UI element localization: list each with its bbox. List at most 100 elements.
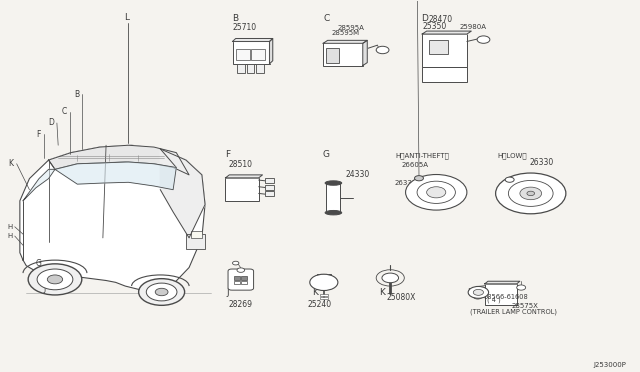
Circle shape xyxy=(376,46,389,54)
Text: 24330: 24330 xyxy=(346,170,370,179)
Text: 25980A: 25980A xyxy=(460,24,486,31)
Text: 26330: 26330 xyxy=(529,158,554,167)
Text: C: C xyxy=(61,108,67,116)
Circle shape xyxy=(477,36,490,43)
Polygon shape xyxy=(20,145,205,292)
Bar xyxy=(326,48,339,62)
Bar xyxy=(323,43,363,65)
Text: 28470: 28470 xyxy=(429,15,452,24)
Text: H: H xyxy=(7,233,12,239)
Text: G: G xyxy=(36,259,42,268)
Text: K: K xyxy=(380,288,385,297)
Text: 26330M: 26330M xyxy=(395,180,423,186)
Text: J: J xyxy=(226,288,228,297)
Text: F: F xyxy=(225,150,230,159)
Circle shape xyxy=(310,274,338,291)
Text: 28595M: 28595M xyxy=(332,30,360,36)
Circle shape xyxy=(232,261,239,265)
Polygon shape xyxy=(232,38,273,41)
Polygon shape xyxy=(225,175,262,178)
Text: H: H xyxy=(7,224,12,230)
Ellipse shape xyxy=(325,181,342,185)
Circle shape xyxy=(473,289,483,295)
Bar xyxy=(265,185,274,190)
Text: L: L xyxy=(124,13,129,22)
Text: 26310A: 26310A xyxy=(505,178,532,184)
Circle shape xyxy=(508,180,553,206)
Bar xyxy=(326,183,340,213)
Bar xyxy=(320,294,328,296)
Text: S: S xyxy=(475,292,479,297)
Bar xyxy=(232,41,269,64)
Bar xyxy=(317,274,331,280)
Text: D: D xyxy=(421,14,428,23)
Bar xyxy=(191,231,202,238)
Circle shape xyxy=(382,273,399,283)
Bar xyxy=(234,281,240,284)
Bar xyxy=(251,49,265,60)
Text: 28269: 28269 xyxy=(228,300,252,309)
Text: 25240: 25240 xyxy=(308,300,332,309)
Circle shape xyxy=(37,269,73,290)
Circle shape xyxy=(139,279,184,305)
Bar xyxy=(236,49,250,60)
Bar xyxy=(186,234,205,249)
Bar xyxy=(225,178,259,201)
Bar xyxy=(429,39,448,54)
Circle shape xyxy=(417,181,456,203)
Ellipse shape xyxy=(325,211,342,215)
Circle shape xyxy=(406,174,467,210)
Text: 28510: 28510 xyxy=(228,160,252,169)
Circle shape xyxy=(147,283,177,301)
Text: 28575X: 28575X xyxy=(511,303,538,309)
Text: 25350: 25350 xyxy=(423,22,447,31)
Text: B: B xyxy=(74,90,79,99)
Polygon shape xyxy=(269,38,273,64)
Circle shape xyxy=(427,187,446,198)
Text: (TRAILER LAMP CONTROL): (TRAILER LAMP CONTROL) xyxy=(470,308,557,315)
Polygon shape xyxy=(49,145,189,175)
Circle shape xyxy=(527,191,534,196)
Text: 28595A: 28595A xyxy=(337,25,364,31)
Circle shape xyxy=(156,288,168,296)
Bar xyxy=(241,276,247,280)
Text: F: F xyxy=(36,129,41,139)
Text: J: J xyxy=(43,284,45,293)
Circle shape xyxy=(495,173,566,214)
Text: 25710: 25710 xyxy=(232,23,257,32)
Bar xyxy=(256,64,264,73)
Bar xyxy=(246,64,254,73)
Circle shape xyxy=(47,275,63,284)
Circle shape xyxy=(473,294,482,299)
Text: K: K xyxy=(312,288,318,297)
Circle shape xyxy=(237,268,244,272)
Text: K: K xyxy=(8,159,13,168)
Polygon shape xyxy=(161,149,205,238)
Text: C: C xyxy=(324,14,330,23)
Text: ( 4 ): ( 4 ) xyxy=(487,297,501,304)
Text: 26605A: 26605A xyxy=(402,162,429,168)
Text: H〈ANTI-THEFT〉: H〈ANTI-THEFT〉 xyxy=(396,153,449,159)
Circle shape xyxy=(28,264,82,295)
Bar xyxy=(237,64,244,73)
Circle shape xyxy=(505,177,514,182)
Text: B: B xyxy=(232,14,238,23)
Circle shape xyxy=(415,176,424,181)
Polygon shape xyxy=(422,31,471,34)
Bar xyxy=(265,178,274,183)
Bar xyxy=(234,276,240,280)
Polygon shape xyxy=(23,169,55,201)
Polygon shape xyxy=(363,40,367,65)
Text: G: G xyxy=(323,150,330,159)
Polygon shape xyxy=(55,162,176,190)
Bar xyxy=(422,34,467,67)
Bar xyxy=(320,297,328,299)
Bar xyxy=(484,284,516,305)
Bar xyxy=(241,281,247,284)
Circle shape xyxy=(468,286,488,298)
FancyBboxPatch shape xyxy=(228,269,253,290)
Text: 25080X: 25080X xyxy=(387,294,416,302)
Polygon shape xyxy=(323,40,367,43)
Text: 08566-61608: 08566-61608 xyxy=(483,294,528,300)
Bar xyxy=(265,191,274,196)
